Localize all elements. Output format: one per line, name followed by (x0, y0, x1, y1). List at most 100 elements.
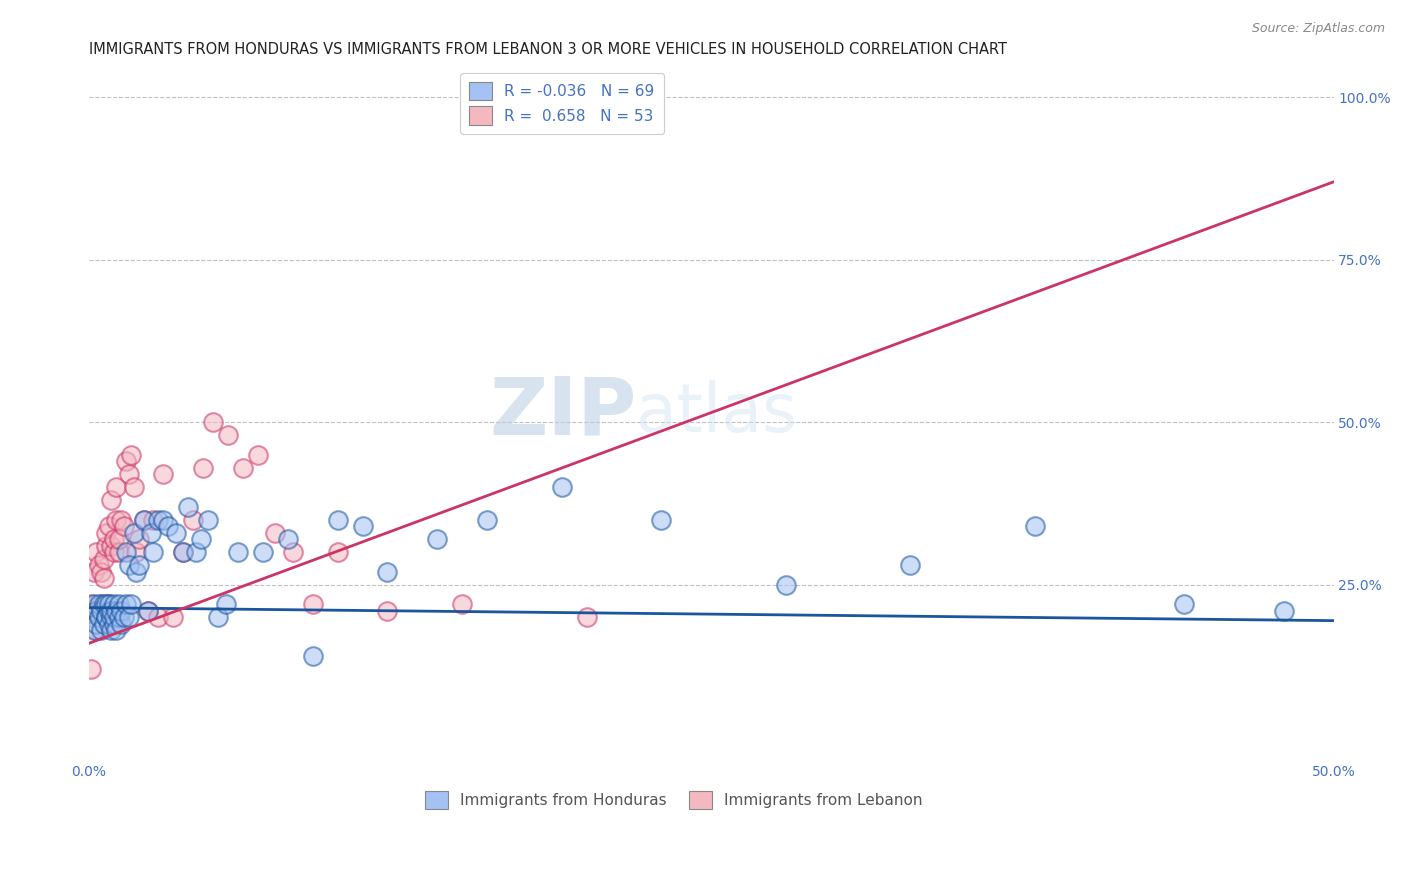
Point (247, 448, 270, 462)
Point (100, 624, 122, 638)
Point (97, 598, 120, 612)
Point (264, 525, 287, 540)
Point (650, 513, 672, 527)
Point (93, 616, 115, 631)
Point (80, 662, 103, 676)
Point (103, 610, 125, 624)
Point (100, 539, 122, 553)
Point (139, 525, 162, 540)
Point (115, 454, 138, 468)
Point (475, 513, 498, 527)
Point (107, 545, 129, 559)
Point (172, 545, 194, 559)
Point (115, 598, 138, 612)
Point (152, 513, 174, 527)
Text: Source: ZipAtlas.com: Source: ZipAtlas.com (1251, 22, 1385, 36)
Point (80, 598, 103, 612)
Point (898, 558, 921, 573)
Point (84, 604, 107, 618)
Point (142, 545, 165, 559)
Point (80, 610, 103, 624)
Point (125, 545, 148, 559)
Text: atlas: atlas (637, 380, 797, 446)
Point (326, 513, 349, 527)
Point (277, 533, 299, 547)
Point (107, 610, 129, 624)
Point (90, 565, 112, 579)
Point (122, 480, 145, 494)
Point (128, 533, 150, 547)
Point (217, 428, 239, 442)
Point (110, 513, 132, 527)
Point (110, 604, 132, 618)
Point (100, 610, 122, 624)
Point (207, 610, 229, 624)
Point (105, 513, 128, 527)
Point (181, 513, 204, 527)
Point (352, 519, 374, 533)
Point (107, 533, 129, 547)
Point (100, 493, 122, 508)
Point (93, 552, 115, 566)
Point (157, 519, 180, 533)
Point (775, 578, 797, 592)
Point (100, 604, 122, 618)
Point (84, 616, 107, 631)
Point (377, 565, 399, 579)
Point (83, 598, 105, 612)
Point (105, 604, 128, 618)
Point (105, 480, 128, 494)
Point (142, 513, 165, 527)
Point (252, 545, 274, 559)
Point (83, 624, 105, 638)
Point (301, 598, 323, 612)
Point (90, 604, 112, 618)
Point (97, 519, 120, 533)
Point (117, 610, 139, 624)
Point (105, 624, 128, 638)
Point (93, 598, 115, 612)
Point (377, 604, 399, 618)
Point (103, 533, 125, 547)
Point (103, 598, 125, 612)
Text: ZIP: ZIP (489, 374, 637, 451)
Point (148, 513, 170, 527)
Point (122, 525, 145, 540)
Point (1173, 598, 1195, 612)
Point (148, 610, 170, 624)
Point (97, 604, 120, 618)
Point (96, 598, 118, 612)
Point (87, 610, 110, 624)
Point (93, 571, 115, 585)
Point (120, 448, 142, 462)
Point (96, 525, 118, 540)
Point (125, 565, 148, 579)
Point (1024, 519, 1046, 533)
Point (87, 558, 110, 573)
Legend: Immigrants from Honduras, Immigrants from Lebanon: Immigrants from Honduras, Immigrants fro… (419, 784, 929, 815)
Point (96, 610, 118, 624)
Point (551, 480, 574, 494)
Point (110, 616, 132, 631)
Point (90, 624, 112, 638)
Point (84, 624, 107, 638)
Point (90, 598, 112, 612)
Point (103, 616, 125, 631)
Point (115, 545, 138, 559)
Point (172, 545, 194, 559)
Point (152, 467, 174, 482)
Point (112, 519, 135, 533)
Text: IMMIGRANTS FROM HONDURAS VS IMMIGRANTS FROM LEBANON 3 OR MORE VEHICLES IN HOUSEH: IMMIGRANTS FROM HONDURAS VS IMMIGRANTS F… (89, 42, 1007, 57)
Point (138, 604, 160, 618)
Point (426, 533, 449, 547)
Point (226, 545, 249, 559)
Point (117, 467, 139, 482)
Point (451, 598, 474, 612)
Point (97, 616, 120, 631)
Point (1272, 604, 1295, 618)
Point (232, 461, 254, 475)
Point (103, 545, 125, 559)
Point (575, 610, 598, 624)
Point (117, 558, 139, 573)
Point (107, 598, 129, 612)
